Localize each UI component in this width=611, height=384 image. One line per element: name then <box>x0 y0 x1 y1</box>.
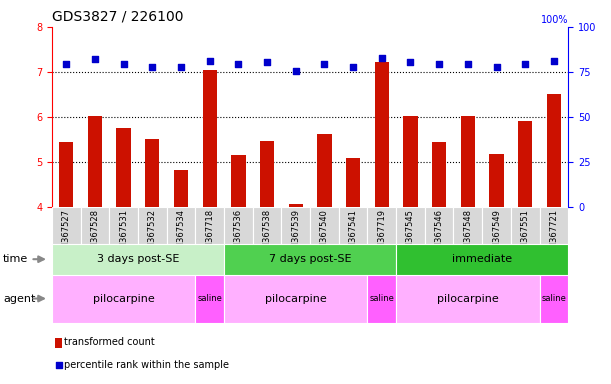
Point <box>176 65 186 71</box>
Text: GSM367536: GSM367536 <box>234 209 243 260</box>
Point <box>262 59 272 65</box>
Point <box>549 58 559 64</box>
Text: 100%: 100% <box>541 15 568 25</box>
Bar <box>317 134 332 207</box>
Point <box>377 55 387 61</box>
Bar <box>253 207 282 244</box>
Text: time: time <box>3 254 28 264</box>
Text: GSM367549: GSM367549 <box>492 209 501 260</box>
Bar <box>375 62 389 207</box>
Bar <box>55 338 62 348</box>
Point <box>54 362 64 368</box>
Text: saline: saline <box>541 294 566 303</box>
Bar <box>453 207 482 244</box>
Bar <box>540 275 568 323</box>
Bar <box>231 155 246 207</box>
Text: immediate: immediate <box>452 254 512 264</box>
Text: GSM367538: GSM367538 <box>263 209 271 260</box>
Text: GSM367719: GSM367719 <box>377 209 386 260</box>
Bar <box>346 158 360 207</box>
Bar <box>511 207 540 244</box>
Bar <box>540 207 568 244</box>
Point <box>233 61 243 67</box>
Text: saline: saline <box>197 294 222 303</box>
Bar <box>224 275 367 323</box>
Bar <box>482 207 511 244</box>
Bar <box>489 154 503 207</box>
Bar <box>52 244 224 275</box>
Text: percentile rank within the sample: percentile rank within the sample <box>64 360 229 370</box>
Bar <box>518 121 532 207</box>
Point <box>61 61 71 67</box>
Text: GSM367551: GSM367551 <box>521 209 530 260</box>
Point <box>90 56 100 63</box>
Point <box>320 61 329 67</box>
Point <box>291 68 301 74</box>
Bar <box>145 139 159 207</box>
Text: 3 days post-SE: 3 days post-SE <box>97 254 179 264</box>
Bar <box>288 204 303 207</box>
Text: GSM367527: GSM367527 <box>62 209 71 260</box>
Bar <box>117 128 131 207</box>
Bar <box>52 207 81 244</box>
Bar <box>109 207 138 244</box>
Point <box>147 65 157 71</box>
Text: GSM367534: GSM367534 <box>177 209 186 260</box>
Text: GSM367532: GSM367532 <box>148 209 157 260</box>
Text: transformed count: transformed count <box>64 337 155 347</box>
Text: pilocarpine: pilocarpine <box>265 293 327 304</box>
Bar <box>224 207 253 244</box>
Text: saline: saline <box>370 294 394 303</box>
Bar <box>52 275 196 323</box>
Bar <box>396 207 425 244</box>
Bar <box>338 207 367 244</box>
Bar <box>81 207 109 244</box>
Text: GSM367540: GSM367540 <box>320 209 329 260</box>
Point <box>521 61 530 67</box>
Point <box>434 61 444 67</box>
Text: agent: agent <box>3 293 35 304</box>
Bar <box>282 207 310 244</box>
Bar <box>432 142 446 207</box>
Bar <box>260 141 274 207</box>
Text: GSM367531: GSM367531 <box>119 209 128 260</box>
Bar <box>367 275 396 323</box>
Bar <box>59 142 73 207</box>
Point <box>119 61 128 67</box>
Point <box>406 59 415 65</box>
Text: GSM367545: GSM367545 <box>406 209 415 260</box>
Point <box>348 63 358 70</box>
Bar <box>396 275 540 323</box>
Text: pilocarpine: pilocarpine <box>437 293 499 304</box>
Text: GSM367721: GSM367721 <box>549 209 558 260</box>
Text: GSM367548: GSM367548 <box>463 209 472 260</box>
Text: GSM367541: GSM367541 <box>349 209 357 260</box>
Point <box>492 63 502 70</box>
Text: 7 days post-SE: 7 days post-SE <box>269 254 351 264</box>
Bar <box>224 244 396 275</box>
Bar <box>461 116 475 207</box>
Bar <box>88 116 102 207</box>
Bar <box>310 207 338 244</box>
Bar <box>167 207 196 244</box>
Text: GSM367539: GSM367539 <box>291 209 300 260</box>
Bar <box>196 207 224 244</box>
Bar <box>396 244 568 275</box>
Point <box>205 58 214 64</box>
Text: GDS3827 / 226100: GDS3827 / 226100 <box>52 9 183 23</box>
Bar <box>403 116 418 207</box>
Bar <box>196 275 224 323</box>
Bar <box>367 207 396 244</box>
Text: GSM367718: GSM367718 <box>205 209 214 260</box>
Text: GSM367546: GSM367546 <box>434 209 444 260</box>
Bar <box>547 94 561 207</box>
Point <box>463 61 473 67</box>
Bar <box>425 207 453 244</box>
Text: pilocarpine: pilocarpine <box>93 293 155 304</box>
Bar <box>174 170 188 207</box>
Bar <box>202 70 217 207</box>
Bar <box>138 207 167 244</box>
Text: GSM367528: GSM367528 <box>90 209 100 260</box>
